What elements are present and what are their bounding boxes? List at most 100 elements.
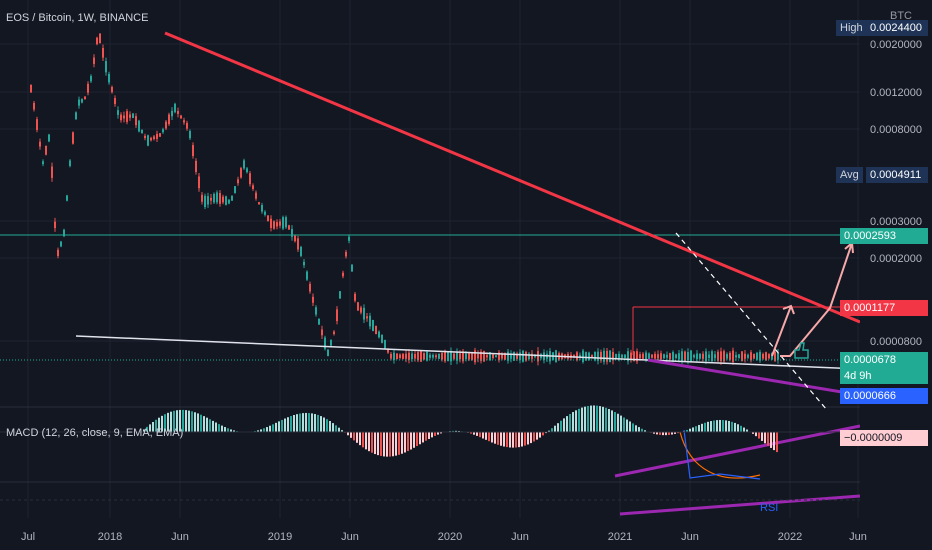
candle-body: [384, 339, 386, 349]
macd-bar: [362, 432, 364, 448]
candle-body: [348, 236, 350, 241]
macd-bar: [710, 421, 712, 432]
macd-bar: [617, 413, 619, 432]
macd-bar: [773, 432, 775, 451]
time-tick-label: 2022: [778, 531, 802, 543]
macd-bar: [500, 432, 502, 446]
candle-body: [330, 340, 332, 346]
macd-bar: [326, 419, 328, 432]
time-tick-label: 2020: [438, 531, 462, 543]
macd-bar: [299, 413, 301, 432]
candle-body: [762, 354, 764, 359]
macd-bar: [227, 428, 229, 432]
macd-bar: [311, 413, 313, 432]
macd-bar: [659, 432, 661, 435]
candle-body: [357, 302, 359, 311]
candle-body: [699, 353, 701, 359]
macd-bar: [482, 432, 484, 439]
macd-bar: [614, 412, 616, 432]
candle-body: [105, 61, 107, 73]
macd-bar: [512, 432, 514, 448]
candle-body: [132, 113, 134, 119]
candle-body: [678, 353, 680, 360]
macd-bar: [308, 413, 310, 432]
candle-body: [501, 353, 503, 359]
macd-bar: [275, 422, 277, 432]
candle-body: [450, 351, 452, 362]
macd-bar: [677, 432, 679, 434]
candle-body: [222, 196, 224, 203]
candle-body: [771, 353, 773, 360]
candle-body: [759, 351, 761, 361]
macd-bar: [560, 420, 562, 432]
candle-body: [42, 161, 44, 165]
macd-bar: [566, 416, 568, 432]
macd-bar: [776, 432, 778, 453]
candle-body: [597, 351, 599, 361]
macd-bar: [257, 430, 259, 432]
candle-body: [681, 351, 683, 362]
candle-body: [690, 350, 692, 362]
macd-bar: [191, 411, 193, 432]
channel-line-macd: [614, 424, 861, 478]
macd-bar: [623, 417, 625, 432]
macd-bar: [458, 430, 460, 432]
candle-body: [651, 354, 653, 358]
candle-body: [75, 112, 77, 120]
candle-body: [483, 351, 485, 362]
macd-bar: [290, 416, 292, 432]
macd-bar: [221, 425, 223, 432]
macd-bar: [653, 432, 655, 434]
price-tick-label: 0.0003000: [870, 216, 922, 228]
macd-bar: [305, 412, 307, 432]
macd-bar: [161, 415, 163, 432]
thumbs-up-icon: [794, 342, 809, 359]
level-upper-tag: 0.0002593: [840, 228, 928, 244]
candle-body: [492, 354, 494, 359]
candle-body: [360, 307, 362, 313]
candle-body: [249, 173, 251, 185]
candle-body: [435, 355, 437, 358]
candle-body: [480, 351, 482, 361]
macd-bar: [389, 432, 391, 457]
macd-bar: [143, 429, 145, 432]
macd-bar: [554, 425, 556, 432]
macd-bar: [731, 421, 733, 432]
candle-body: [417, 352, 419, 361]
candle-body: [471, 352, 473, 360]
candle-body: [138, 120, 140, 132]
descending-trendline: [164, 31, 861, 324]
macd-bar: [602, 406, 604, 432]
macd-bar: [533, 432, 535, 442]
candle-body: [456, 351, 458, 361]
macd-bar: [425, 432, 427, 441]
macd-bar: [179, 409, 181, 432]
macd-bar: [200, 414, 202, 432]
candle-body: [510, 353, 512, 359]
candle-body: [312, 296, 314, 303]
macd-bar: [551, 428, 553, 432]
candle-body: [111, 86, 113, 93]
support-line: [75, 335, 861, 370]
candle-body: [99, 33, 101, 44]
candle-body: [414, 354, 416, 359]
symbol-title[interactable]: EOS / Bitcoin, 1W, BINANCE: [6, 12, 149, 24]
price-tick-label: 0.0002000: [870, 253, 922, 265]
candle-body: [726, 353, 728, 359]
macd-bar: [182, 409, 184, 432]
macd-bar: [524, 432, 526, 446]
candle-body: [201, 194, 203, 202]
macd-bar: [638, 427, 640, 432]
candle-body: [432, 354, 434, 358]
candle-body: [612, 352, 614, 361]
macd-bar: [755, 432, 757, 437]
macd-title[interactable]: MACD (12, 26, close, 9, EMA, EMA): [6, 427, 184, 439]
candle-body: [324, 337, 326, 349]
candle-body: [141, 129, 143, 134]
macd-bar: [734, 422, 736, 432]
macd-bar: [473, 432, 475, 435]
macd-bar: [350, 432, 352, 438]
candles: [30, 33, 779, 366]
macd-bar: [347, 432, 349, 436]
